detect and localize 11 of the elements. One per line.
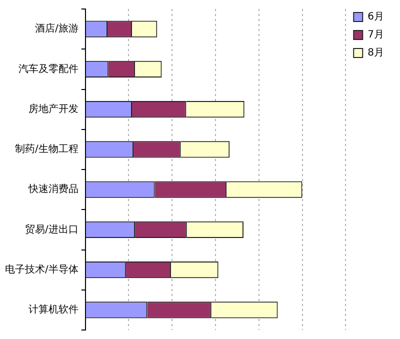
y-tick-label: 快速消费品 [27, 183, 78, 196]
legend-label: 6月 [368, 12, 384, 23]
legend-label: 7月 [368, 30, 384, 41]
y-tick-label: 酒店/旅游 [34, 22, 78, 35]
y-tick-label: 制药/生物工程 [14, 143, 78, 156]
y-tick-label: 电子技术/半导体 [4, 263, 78, 276]
y-tick-label: 房地产开发 [28, 102, 78, 115]
y-tick-label: 汽车及零配件 [18, 62, 78, 75]
y-tick-label: 贸易/进出口 [24, 223, 78, 236]
y-tick-label: 计算机软件 [28, 304, 78, 316]
legend-label: 8月 [368, 48, 384, 59]
